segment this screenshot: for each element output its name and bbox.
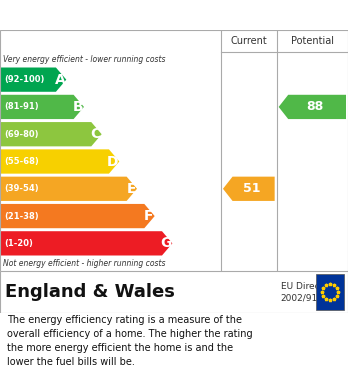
Polygon shape bbox=[0, 204, 155, 228]
Text: 51: 51 bbox=[243, 182, 260, 195]
Text: England & Wales: England & Wales bbox=[5, 283, 175, 301]
Text: Current: Current bbox=[230, 36, 267, 46]
Text: The energy efficiency rating is a measure of the
overall efficiency of a home. T: The energy efficiency rating is a measur… bbox=[7, 315, 253, 367]
Bar bbox=[316, 274, 344, 310]
Polygon shape bbox=[0, 231, 172, 255]
Polygon shape bbox=[0, 122, 102, 146]
Polygon shape bbox=[223, 177, 275, 201]
Text: A: A bbox=[55, 73, 65, 87]
Text: B: B bbox=[72, 100, 83, 114]
Polygon shape bbox=[0, 149, 119, 174]
Text: Potential: Potential bbox=[291, 36, 334, 46]
Text: D: D bbox=[107, 154, 118, 169]
Text: Energy Efficiency Rating: Energy Efficiency Rating bbox=[7, 8, 198, 22]
Text: (55-68): (55-68) bbox=[4, 157, 39, 166]
Text: G: G bbox=[160, 236, 171, 250]
Text: 2002/91/EC: 2002/91/EC bbox=[280, 294, 333, 303]
Text: E: E bbox=[126, 182, 136, 196]
Polygon shape bbox=[0, 68, 66, 92]
Text: (69-80): (69-80) bbox=[4, 130, 39, 139]
Text: Not energy efficient - higher running costs: Not energy efficient - higher running co… bbox=[3, 260, 166, 269]
Text: 88: 88 bbox=[307, 100, 324, 113]
Text: (92-100): (92-100) bbox=[4, 75, 45, 84]
Polygon shape bbox=[279, 95, 346, 119]
Polygon shape bbox=[0, 177, 137, 201]
Text: F: F bbox=[144, 209, 154, 223]
Text: (39-54): (39-54) bbox=[4, 184, 39, 193]
Text: (1-20): (1-20) bbox=[4, 239, 33, 248]
Text: EU Directive: EU Directive bbox=[280, 282, 337, 291]
Text: C: C bbox=[90, 127, 101, 141]
Text: (81-91): (81-91) bbox=[4, 102, 39, 111]
Polygon shape bbox=[0, 95, 84, 119]
Text: Very energy efficient - lower running costs: Very energy efficient - lower running co… bbox=[3, 54, 166, 63]
Text: (21-38): (21-38) bbox=[4, 212, 39, 221]
